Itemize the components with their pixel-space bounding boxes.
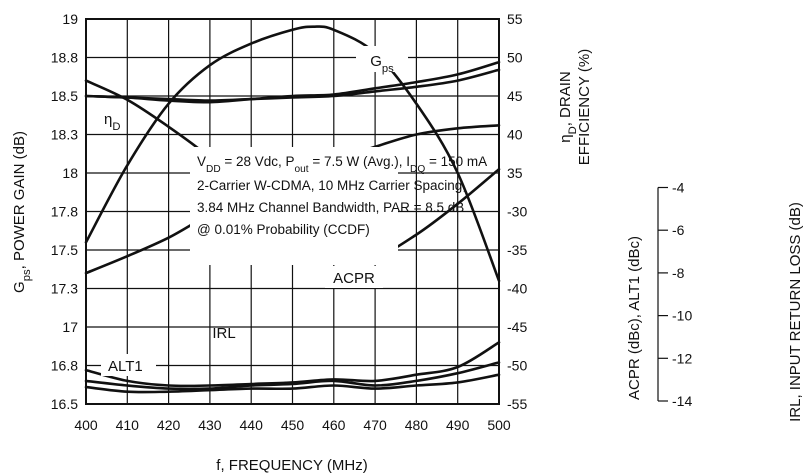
x-tick-label: 480 bbox=[405, 417, 429, 433]
axis-titles: f, FREQUENCY (MHz) Gps, POWER GAIN (dB) ηD… bbox=[11, 49, 804, 474]
irl-tick-label: -12 bbox=[672, 350, 692, 366]
series-line-acpr-b bbox=[84, 60, 501, 104]
acpr-tick-label: -40 bbox=[507, 281, 527, 297]
x-tick-label: 450 bbox=[281, 417, 305, 433]
irl-tick-label: -8 bbox=[672, 265, 685, 281]
gain-tick-label: 16.8 bbox=[51, 358, 78, 374]
acpr-axis-title: ACPR (dBc), ALT1 (dBc) bbox=[626, 236, 643, 400]
x-tick-label: 400 bbox=[74, 417, 98, 433]
annotation-line-1: VDD = 28 Vdc, Pout = 7.5 W (Avg.), IDQ =… bbox=[197, 154, 487, 175]
irl-axis-title: IRL, INPUT RETURN LOSS (dB) bbox=[787, 202, 804, 422]
x-tick-label: 440 bbox=[240, 417, 264, 433]
acpr-tick-label: -30 bbox=[507, 204, 527, 220]
acpr-tick-label: -35 bbox=[507, 242, 527, 258]
gain-tick-label: 19 bbox=[62, 11, 78, 27]
efficiency-tick-label: 40 bbox=[507, 127, 523, 143]
irl-tick-label: -6 bbox=[672, 222, 685, 238]
x-tick-label: 470 bbox=[363, 417, 387, 433]
series-line-alt1 bbox=[84, 341, 501, 388]
gain-tick-label: 17.3 bbox=[51, 281, 78, 297]
tick-labels: 400 410 420 430 440 450 460 470 480 490 500 19 18.8 1… bbox=[51, 11, 693, 433]
gain-axis-title: Gps, POWER GAIN (dB) bbox=[11, 131, 33, 293]
series-line-alt1-c bbox=[84, 373, 501, 394]
annotation-line-4: @ 0.01% Probability (CCDF) bbox=[197, 222, 370, 237]
acpr-tick-label: -50 bbox=[507, 358, 527, 374]
gps-label-backdrop bbox=[356, 46, 408, 72]
acpr-tick-label: -55 bbox=[507, 396, 527, 412]
annotation-line-2: 2-Carrier W-CDMA, 10 MHz Carrier Spacing… bbox=[197, 178, 466, 193]
annotation-backdrop bbox=[190, 147, 398, 265]
efficiency-tick-label: 55 bbox=[507, 11, 523, 27]
gain-tick-label: 17 bbox=[62, 319, 78, 335]
x-tick-label: 500 bbox=[487, 417, 511, 433]
plot-frame bbox=[85, 18, 500, 405]
series-line-gps bbox=[84, 25, 501, 283]
gain-tick-label: 18 bbox=[62, 165, 78, 181]
efficiency-tick-label: 45 bbox=[507, 88, 523, 104]
efficiency-tick-label: 35 bbox=[507, 165, 523, 181]
series-curves: Gps ηD ACPR IRL ALT1 VDD = 28 Vdc, Pout = 7.5… bbox=[84, 25, 501, 394]
acpr-label-backdrop bbox=[325, 266, 383, 288]
irl-tick-label: -14 bbox=[672, 393, 692, 409]
gain-tick-label: 17.8 bbox=[51, 204, 78, 220]
acpr-tick-label: -45 bbox=[507, 319, 527, 335]
efficiency-axis-title-line2: EFFICIENCY (%) bbox=[576, 49, 593, 165]
gain-tick-label: 17.5 bbox=[51, 242, 78, 258]
gain-tick-label: 18.8 bbox=[51, 50, 78, 66]
series-label-irl: IRL bbox=[212, 325, 235, 342]
series-line-alt1-b bbox=[84, 361, 501, 391]
irl-tick-label: -10 bbox=[672, 308, 692, 324]
x-tick-label: 410 bbox=[116, 417, 140, 433]
gain-tick-label: 18.5 bbox=[51, 88, 78, 104]
gain-tick-label: 18.3 bbox=[51, 127, 78, 143]
series-label-alt1: ALT1 bbox=[108, 358, 143, 375]
x-axis-title: f, FREQUENCY (MHz) bbox=[216, 457, 367, 474]
irl-tick-label: -4 bbox=[672, 180, 685, 196]
gain-tick-label: 16.5 bbox=[51, 396, 78, 412]
series-label-eta-d: ηD bbox=[104, 111, 120, 133]
series-label-acpr: ACPR bbox=[333, 270, 375, 287]
x-tick-label: 490 bbox=[446, 417, 470, 433]
efficiency-axis-title-line1: ηD, DRAIN bbox=[557, 71, 579, 142]
alt1-label-backdrop bbox=[101, 354, 156, 376]
x-tick-label: 430 bbox=[198, 417, 222, 433]
x-tick-label: 420 bbox=[157, 417, 181, 433]
series-label-gps: Gps bbox=[370, 53, 394, 75]
annotation-line-3: 3.84 MHz Channel Bandwidth, PAR = 8.5 dB bbox=[197, 200, 464, 215]
x-tick-label: 460 bbox=[322, 417, 346, 433]
efficiency-tick-label: 50 bbox=[507, 50, 523, 66]
